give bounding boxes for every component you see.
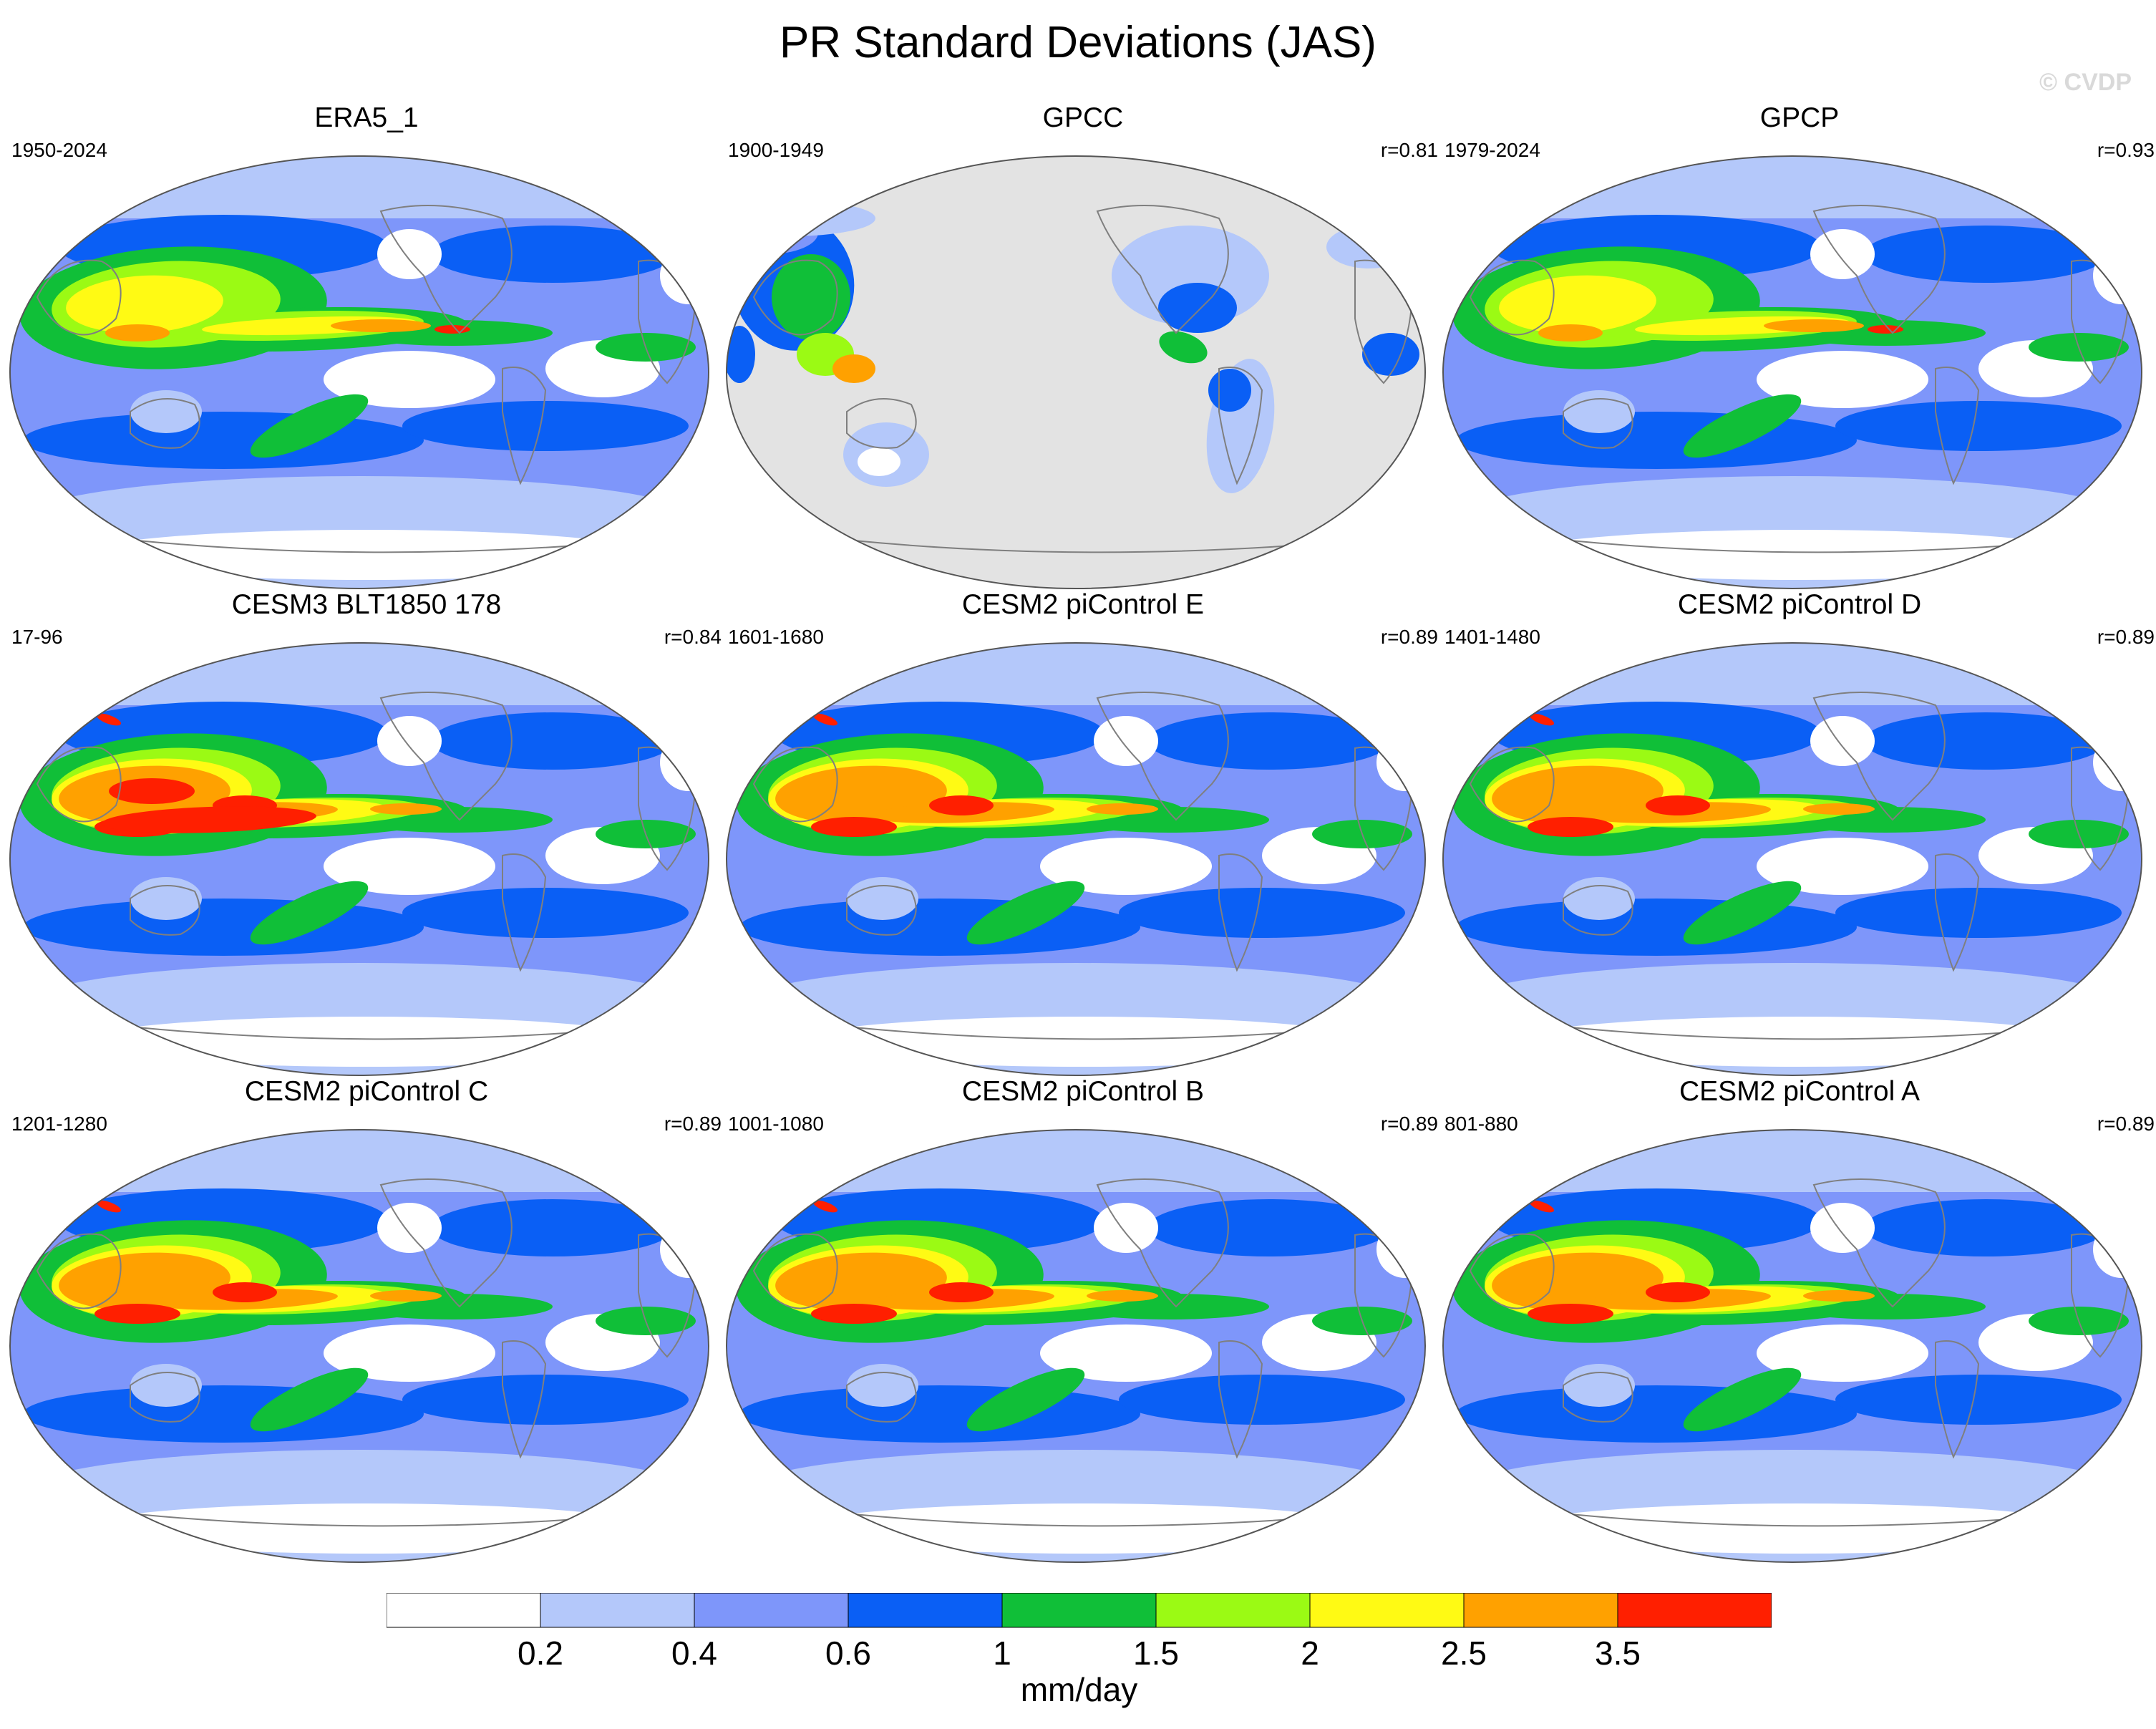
map-border	[726, 642, 1426, 1076]
colorbar-tick-label: 2.5	[1441, 1634, 1487, 1672]
map-panel: CESM2 piControl C 1201-1280 r=0.89	[9, 1074, 724, 1563]
panel-pattern-correlation: r=0.89	[2097, 1113, 2155, 1135]
colorbar-swatch	[1001, 1593, 1157, 1628]
map-border	[1442, 155, 2142, 589]
global-map	[726, 1129, 1426, 1563]
map-panel: CESM2 piControl E 1601-1680 r=0.89	[725, 587, 1441, 1076]
map-border	[9, 155, 709, 589]
precip-field	[10, 643, 709, 1075]
map-panel: CESM3 BLT1850 178 17-96 r=0.84	[9, 587, 724, 1076]
precip-field	[10, 156, 709, 589]
precip-field	[1443, 156, 2142, 589]
colorbar-swatch	[387, 1593, 541, 1628]
panel-year-range: 1001-1080	[728, 1113, 824, 1135]
panel-title: CESM2 piControl A	[1679, 1076, 1920, 1107]
panel-title: CESM2 piControl D	[1677, 589, 1922, 620]
panel-pattern-correlation: r=0.89	[1380, 1113, 1438, 1135]
map-panel: ERA5_1 1950-2024	[9, 100, 724, 589]
colorbar-tick-label: 0.4	[671, 1634, 717, 1672]
panel-year-range: 1950-2024	[11, 139, 107, 161]
panel-title: CESM3 BLT1850 178	[231, 589, 502, 620]
map-panel: CESM2 piControl D 1401-1480 r=0.89	[1442, 587, 2156, 1076]
colorbar-tick-label: 2	[1301, 1634, 1319, 1672]
panel-year-range: 1601-1680	[728, 626, 824, 648]
map-border	[9, 642, 709, 1076]
precip-field	[727, 643, 1425, 1075]
map-border	[726, 1129, 1426, 1563]
global-map	[1442, 1129, 2142, 1563]
colorbar-swatch	[1309, 1593, 1465, 1628]
map-border	[726, 155, 1426, 589]
global-map	[1442, 155, 2142, 589]
colorbar-tick-label: 1	[993, 1634, 1011, 1672]
colorbar-swatch	[848, 1593, 1003, 1628]
panel-year-range: 1201-1280	[11, 1113, 107, 1135]
panel-pattern-correlation: r=0.89	[2097, 626, 2155, 648]
colorbar-graphic: 0.2 0.4 0.6 1 1.5 2 2.5 3.5	[387, 1593, 1772, 1672]
figure-title: PR Standard Deviations (JAS)	[780, 18, 1376, 67]
panel-title: CESM2 piControl E	[961, 589, 1205, 620]
map-border	[1442, 642, 2142, 1076]
global-map	[726, 642, 1426, 1076]
map-panel: CESM2 piControl A 801-880 r=0.89	[1442, 1074, 2156, 1563]
map-panel: GPCP 1979-2024 r=0.93	[1442, 100, 2156, 589]
colorbar-tick-label: 0.2	[518, 1634, 563, 1672]
colorbar: 0.2 0.4 0.6 1 1.5 2 2.5 3.5	[387, 1593, 1772, 1672]
precip-field	[727, 156, 1425, 589]
panel-pattern-correlation: r=0.84	[664, 626, 722, 648]
global-map	[9, 155, 709, 589]
panel-title: ERA5_1	[314, 102, 419, 133]
global-map	[726, 155, 1426, 589]
colorbar-swatch	[540, 1593, 695, 1628]
global-map	[1442, 642, 2142, 1076]
panel-year-range: 801-880	[1444, 1113, 1518, 1135]
precip-field	[727, 1130, 1425, 1562]
global-map	[9, 1129, 709, 1563]
colorbar-swatch	[1617, 1593, 1772, 1628]
colorbar-swatch	[1155, 1593, 1311, 1628]
panel-pattern-correlation: r=0.81	[1380, 139, 1438, 161]
map-border	[9, 1129, 709, 1563]
colorbar-tick-label: 3.5	[1595, 1634, 1641, 1672]
panel-year-range: 1979-2024	[1444, 139, 1540, 161]
panel-title: CESM2 piControl C	[244, 1076, 489, 1107]
colorbar-unit-label: mm/day	[1020, 1671, 1138, 1708]
panel-title: CESM2 piControl B	[961, 1076, 1205, 1107]
precip-field	[10, 1130, 709, 1562]
panel-pattern-correlation: r=0.89	[1380, 626, 1438, 648]
panel-pattern-correlation: r=0.89	[664, 1113, 722, 1135]
global-map	[9, 642, 709, 1076]
precip-field	[1443, 643, 2142, 1075]
panel-year-range: 1401-1480	[1444, 626, 1540, 648]
panel-pattern-correlation: r=0.93	[2097, 139, 2155, 161]
colorbar-tick-label: 0.6	[825, 1634, 871, 1672]
panel-year-range: 1900-1949	[728, 139, 824, 161]
panel-year-range: 17-96	[11, 626, 63, 648]
panel-title: GPCC	[1042, 102, 1124, 133]
precip-field	[1443, 1130, 2142, 1562]
map-border	[1442, 1129, 2142, 1563]
colorbar-tick-label: 1.5	[1133, 1634, 1179, 1672]
colorbar-swatch	[1463, 1593, 1618, 1628]
map-panel: CESM2 piControl B 1001-1080 r=0.89	[725, 1074, 1441, 1563]
colorbar-swatch	[694, 1593, 849, 1628]
panel-title: GPCP	[1759, 102, 1840, 133]
cvdp-watermark: © CVDP	[2039, 69, 2132, 96]
map-panel: GPCC 1900-1949 r=0.81	[725, 100, 1441, 589]
